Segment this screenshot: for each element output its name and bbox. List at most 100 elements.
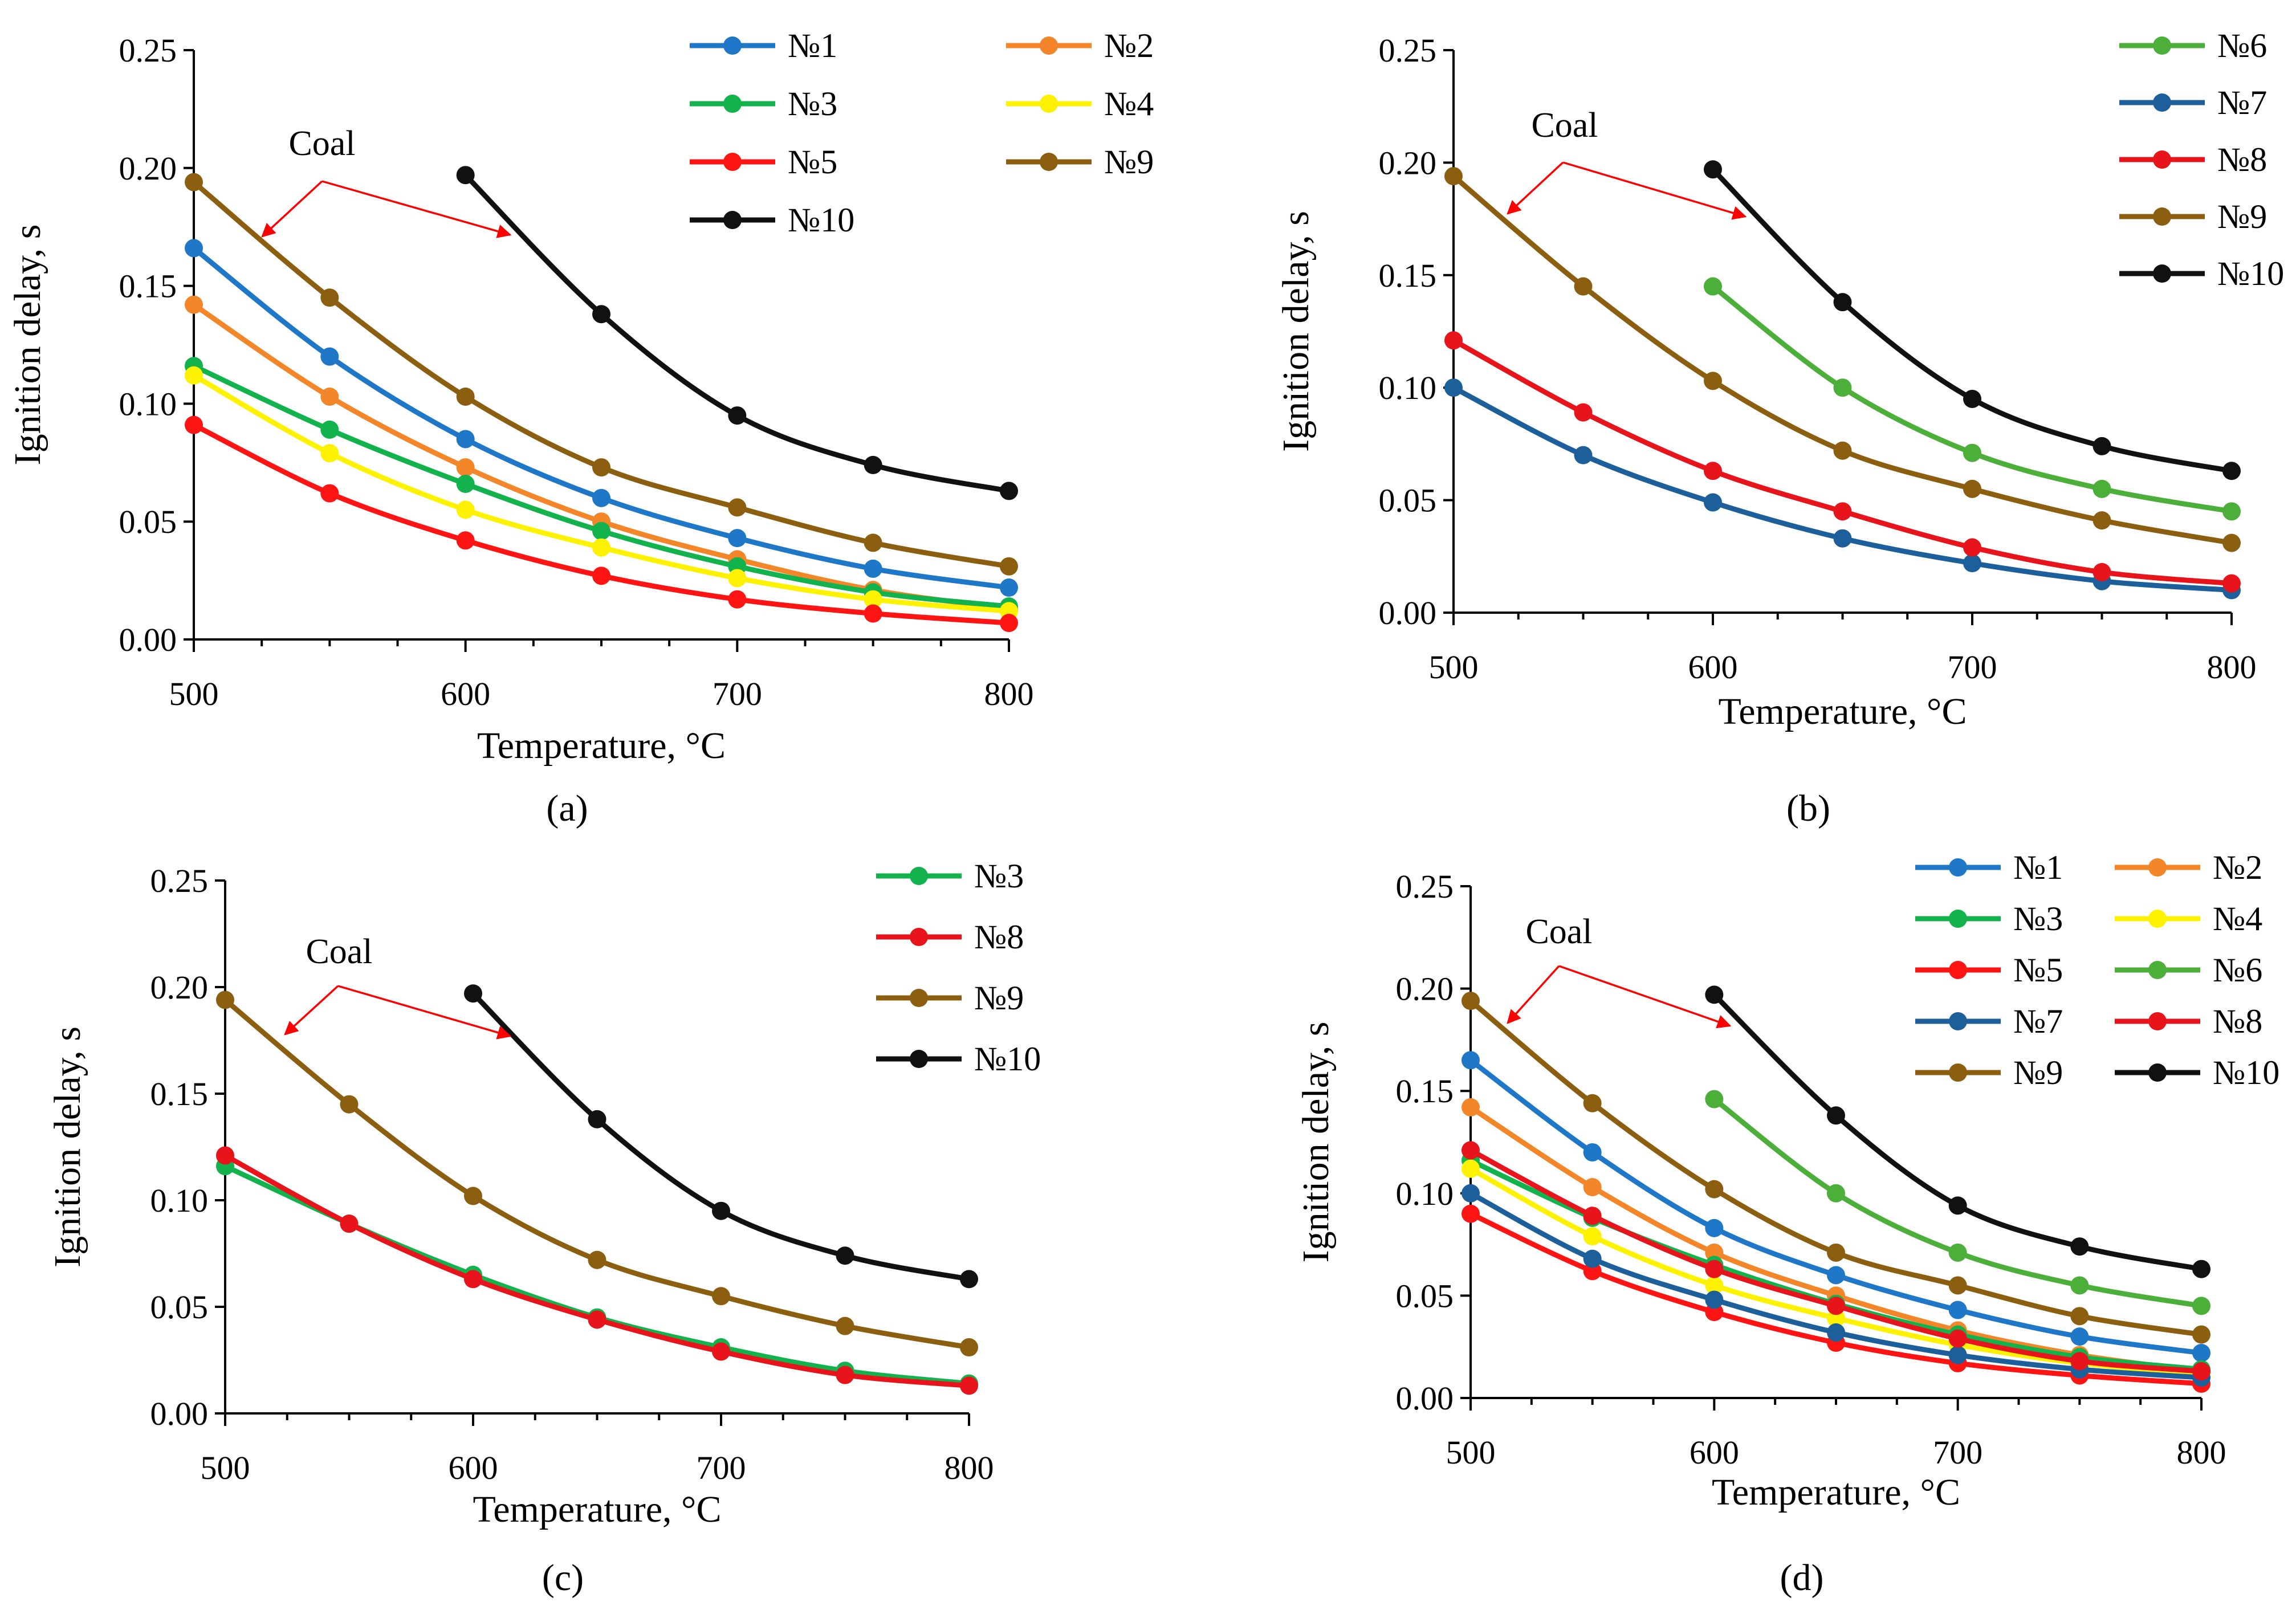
y-tick-label: 0.00 <box>1379 594 1437 631</box>
data-point-n10 <box>588 1110 606 1128</box>
data-point-n6 <box>1948 1243 1967 1262</box>
legend-marker-n1 <box>723 36 742 55</box>
data-point-n9 <box>712 1287 730 1306</box>
data-point-n7 <box>1833 529 1852 548</box>
data-point-n9 <box>728 498 747 517</box>
data-point-n1 <box>592 488 610 507</box>
legend-marker-n9 <box>910 989 928 1007</box>
series-line-n9 <box>223 997 970 1350</box>
data-point-n10 <box>1948 1196 1967 1215</box>
legend-label-n3: №3 <box>788 85 837 123</box>
legend-marker-n2 <box>1040 36 1058 55</box>
coal-arrow-left <box>284 985 339 1036</box>
data-point-n10 <box>712 1201 730 1220</box>
x-axis-title: Temperature, °C <box>477 725 726 767</box>
data-point-n9 <box>320 288 339 307</box>
legend-label-n5: №5 <box>788 143 837 181</box>
data-point-n8 <box>2070 1352 2089 1371</box>
data-point-n6 <box>2192 1297 2210 1315</box>
data-point-n9 <box>464 1187 482 1205</box>
y-tick-label: 0.05 <box>1396 1277 1454 1314</box>
data-point-n9 <box>592 458 610 477</box>
data-point-n8 <box>216 1146 234 1165</box>
series-line-n9 <box>1469 998 2202 1338</box>
data-point-n8 <box>1444 331 1463 350</box>
data-point-n4 <box>728 569 747 588</box>
data-point-n9 <box>2222 533 2241 552</box>
data-point-n7 <box>1574 446 1593 464</box>
y-tick-label: 0.20 <box>1396 971 1454 1008</box>
y-tick-label: 0.25 <box>150 862 209 899</box>
legend-label-n8: №8 <box>2213 1002 2262 1040</box>
legend-label-n9: №9 <box>1104 143 1154 181</box>
y-tick-label: 0.05 <box>150 1289 209 1326</box>
x-tick-label: 500 <box>1446 1434 1496 1471</box>
data-point-n9 <box>2070 1307 2089 1326</box>
chart-panel-a: 0.00 0.05 0.10 0.15 0.20 0.25 500 600 700 800 Temp… <box>7 27 1154 829</box>
y-tick-label: 0.00 <box>1396 1380 1454 1417</box>
legend-label-n4: №4 <box>1104 85 1154 123</box>
series-line-n2 <box>192 302 1009 612</box>
series-line-n9 <box>1452 174 2232 546</box>
legend-label-n2: №2 <box>1104 27 1154 64</box>
legend-label-n2: №2 <box>2213 849 2262 886</box>
coal-arrow-right <box>1562 161 1747 220</box>
panels-container: 0.00 0.05 0.10 0.15 0.20 0.25 500 600 700 800 Temp… <box>7 27 2284 1599</box>
data-point-n3 <box>592 521 610 540</box>
data-point-n5 <box>728 590 747 609</box>
data-point-n1 <box>1000 578 1018 597</box>
y-tick-label: 0.20 <box>119 150 177 187</box>
legend-marker-n6 <box>2153 36 2171 55</box>
x-tick-label: 500 <box>1429 649 1479 686</box>
y-tick-label: 0.20 <box>1379 144 1437 181</box>
panel-label: (a) <box>546 788 588 829</box>
x-axis-title: Temperature, °C <box>1712 1472 1960 1513</box>
data-point-n6 <box>1704 277 1722 296</box>
legend-marker-n10 <box>910 1050 928 1068</box>
series-line-n3 <box>224 1164 970 1387</box>
legend-marker-n3 <box>723 95 742 113</box>
y-tick-label: 0.10 <box>150 1182 209 1219</box>
data-point-n9 <box>1000 557 1018 576</box>
y-tick-label: 0.15 <box>1379 257 1437 294</box>
legend-marker-n7 <box>1949 1012 1967 1030</box>
data-point-n2 <box>456 458 475 477</box>
data-point-n1 <box>864 559 882 578</box>
data-point-n10 <box>1705 985 1724 1004</box>
data-point-n5 <box>1462 1204 1480 1223</box>
data-point-n9 <box>1583 1094 1602 1112</box>
data-point-n5 <box>1000 614 1018 633</box>
coal-annotation: Coal <box>1531 106 1598 145</box>
legend-label-n10: №10 <box>788 201 854 239</box>
legend-marker-n10 <box>2148 1063 2167 1082</box>
data-point-n9 <box>456 387 475 406</box>
y-tick-label: 0.10 <box>1396 1175 1454 1212</box>
legend-marker-n1 <box>1949 858 1967 877</box>
data-point-n8 <box>2222 574 2241 593</box>
x-tick-label: 700 <box>697 1449 746 1486</box>
legend-marker-n9 <box>2153 207 2171 226</box>
data-point-n5 <box>592 566 610 585</box>
data-point-n8 <box>960 1376 978 1395</box>
legend-marker-n10 <box>723 211 742 229</box>
legend-marker-n3 <box>910 867 928 885</box>
data-point-n6 <box>2222 502 2241 521</box>
data-point-n9 <box>1444 167 1463 186</box>
data-point-n6 <box>2093 479 2111 498</box>
y-tick-label: 0.25 <box>119 32 177 69</box>
data-point-n7 <box>1583 1249 1602 1268</box>
data-point-n8 <box>1704 462 1722 480</box>
legend-marker-n9 <box>1949 1063 1967 1082</box>
x-tick-label: 700 <box>713 675 762 712</box>
data-point-n7 <box>1704 493 1722 512</box>
data-point-n7 <box>1963 554 1981 573</box>
coal-annotation: Coal <box>288 124 355 163</box>
data-point-n6 <box>1827 1184 1845 1203</box>
data-point-n1 <box>185 239 203 258</box>
data-point-n7 <box>1705 1290 1724 1309</box>
data-point-n7 <box>1462 1184 1480 1203</box>
panel-label: (d) <box>1780 1557 1824 1599</box>
data-point-n4 <box>185 366 203 385</box>
data-point-n9 <box>1948 1276 1967 1295</box>
